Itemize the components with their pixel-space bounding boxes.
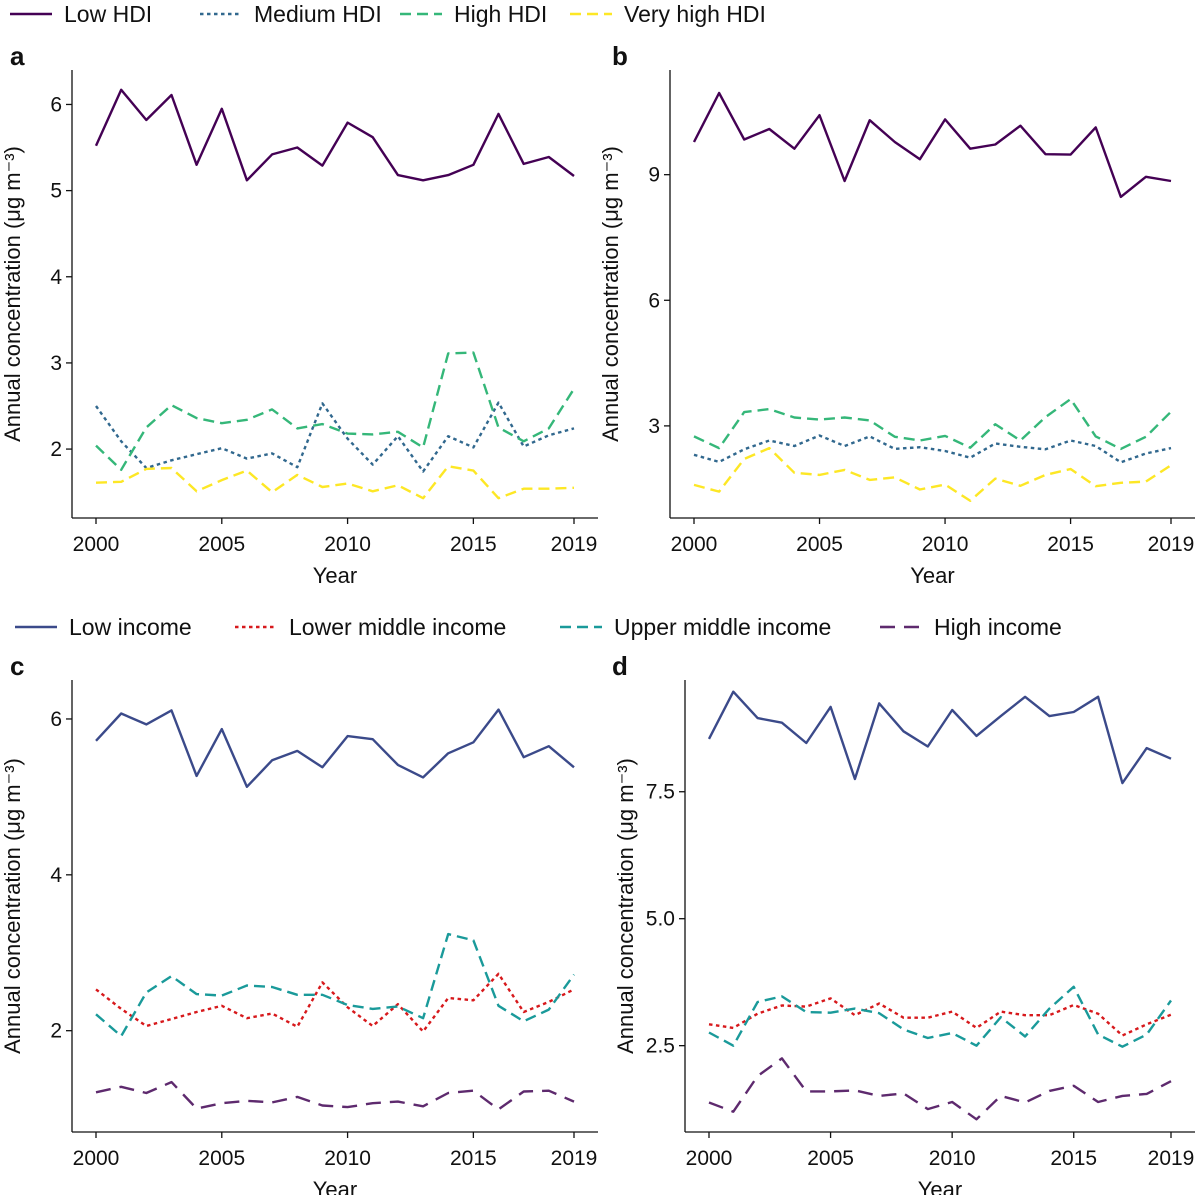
x-tick-label: 2015 [450, 1147, 497, 1170]
y-axis-title: Annual concentration (μg m⁻³) [598, 146, 623, 442]
legend-label: Low HDI [64, 1, 152, 27]
y-tick-label: 2 [50, 438, 62, 461]
panel-b: b 3 6 9 2000 2005 2010 2015 2019 Year Annual conce… [598, 41, 1195, 588]
x-tick-label: 2010 [929, 1147, 976, 1170]
x-axis-title: Year [313, 563, 357, 588]
panel-c: c 2 4 6 2000 2005 2010 2015 2019 Year Annual conce… [0, 651, 598, 1195]
series-line-low-income [707, 690, 1172, 785]
panel-d: d 2.5 5.0 7.5 2000 2005 2010 2015 2019 Year Annual… [612, 651, 1195, 1195]
series-line-medium-hdi [95, 401, 575, 473]
x-tick-label: 2019 [551, 1147, 598, 1170]
legend-hdi: Low HDI Medium HDI High HDI Very high HDI [10, 1, 766, 27]
x-tick-label: 2005 [198, 1147, 245, 1170]
y-tick-label: 6 [648, 289, 660, 312]
legend-item-high-income: High income [880, 614, 1062, 640]
x-tick-label: 2005 [807, 1147, 854, 1170]
series-line-very-high-hdi [95, 465, 575, 500]
series-line-high-income [708, 1057, 1172, 1121]
y-axis-title: Annual concentration (μg m⁻³) [613, 758, 638, 1054]
x-tick-label: 2000 [73, 533, 120, 556]
y-tick-label: 5.0 [646, 908, 675, 931]
legend-label: Upper middle income [614, 614, 831, 640]
x-tick-label: 2000 [73, 1147, 120, 1170]
legend-label: Lower middle income [289, 614, 506, 640]
x-tick-label: 2015 [1050, 1147, 1097, 1170]
series-line-low-income [95, 708, 575, 788]
x-tick-label: 2019 [1148, 533, 1195, 556]
series-line-upper-middle-income [708, 985, 1172, 1048]
y-tick-label: 3 [50, 352, 62, 375]
panel-letter: a [10, 41, 25, 71]
x-axis-title: Year [918, 1177, 962, 1195]
x-tick-label: 2005 [796, 533, 843, 556]
legend-item-low-income: Low income [15, 614, 192, 640]
x-tick-label: 2010 [324, 533, 371, 556]
legend-item-upper-middle-income: Upper middle income [560, 614, 831, 640]
y-tick-label: 2.5 [646, 1035, 675, 1058]
legend-item-very-high-hdi: Very high HDI [570, 1, 766, 27]
x-tick-label: 2000 [671, 533, 718, 556]
x-axis-title: Year [910, 563, 954, 588]
x-tick-label: 2019 [551, 533, 598, 556]
series-line-upper-middle-income [95, 932, 575, 1038]
legend-item-high-hdi: High HDI [400, 1, 547, 27]
series-line-low-hdi [692, 91, 1172, 199]
y-tick-label: 9 [648, 164, 660, 187]
y-tick-label: 6 [50, 93, 62, 116]
legend-item-low-hdi: Low HDI [10, 1, 152, 27]
series-line-lower-middle-income [95, 972, 575, 1033]
series-line-high-income [95, 1080, 575, 1111]
legend-income: Low income Lower middle income Upper middl… [15, 614, 1062, 640]
panel-letter: c [10, 651, 24, 681]
y-tick-label: 2 [50, 1020, 62, 1043]
series-line-lower-middle-income [708, 997, 1172, 1037]
x-tick-label: 2010 [324, 1147, 371, 1170]
series-line-high-hdi [693, 397, 1172, 451]
chart-panels: a 2 3 4 5 6 2000 2005 2010 2015 2019 Year Annual con… [0, 41, 1195, 1195]
y-tick-label: 6 [50, 708, 62, 731]
panel-a: a 2 3 4 5 6 2000 2005 2010 2015 2019 Year Annual con… [0, 41, 598, 588]
panel-letter: d [612, 651, 628, 681]
y-tick-label: 4 [50, 266, 62, 289]
x-axis-title: Year [313, 1177, 357, 1195]
y-tick-label: 5 [50, 180, 62, 203]
legend-label: High income [934, 614, 1062, 640]
x-tick-label: 2005 [198, 533, 245, 556]
legend-item-medium-hdi: Medium HDI [200, 1, 382, 27]
panel-letter: b [612, 41, 628, 71]
x-tick-label: 2000 [686, 1147, 733, 1170]
x-tick-label: 2015 [1047, 533, 1094, 556]
legend-item-lower-middle-income: Lower middle income [235, 614, 506, 640]
x-tick-label: 2015 [450, 533, 497, 556]
y-tick-label: 7.5 [646, 781, 675, 804]
series-line-very-high-hdi [693, 446, 1172, 502]
series-line-high-hdi [95, 351, 576, 471]
series-line-medium-hdi [693, 434, 1172, 464]
y-tick-label: 4 [50, 864, 62, 887]
legend-label: High HDI [454, 1, 547, 27]
x-tick-label: 2019 [1148, 1147, 1195, 1170]
legend-label: Medium HDI [254, 1, 382, 27]
series-line-low-hdi [94, 88, 575, 182]
x-tick-label: 2010 [922, 533, 969, 556]
y-tick-label: 3 [648, 415, 660, 438]
legend-label: Low income [69, 614, 192, 640]
legend-label: Very high HDI [624, 1, 766, 27]
y-axis-title: Annual concentration (μg m⁻³) [0, 758, 25, 1054]
y-axis-title: Annual concentration (μg m⁻³) [0, 146, 25, 442]
